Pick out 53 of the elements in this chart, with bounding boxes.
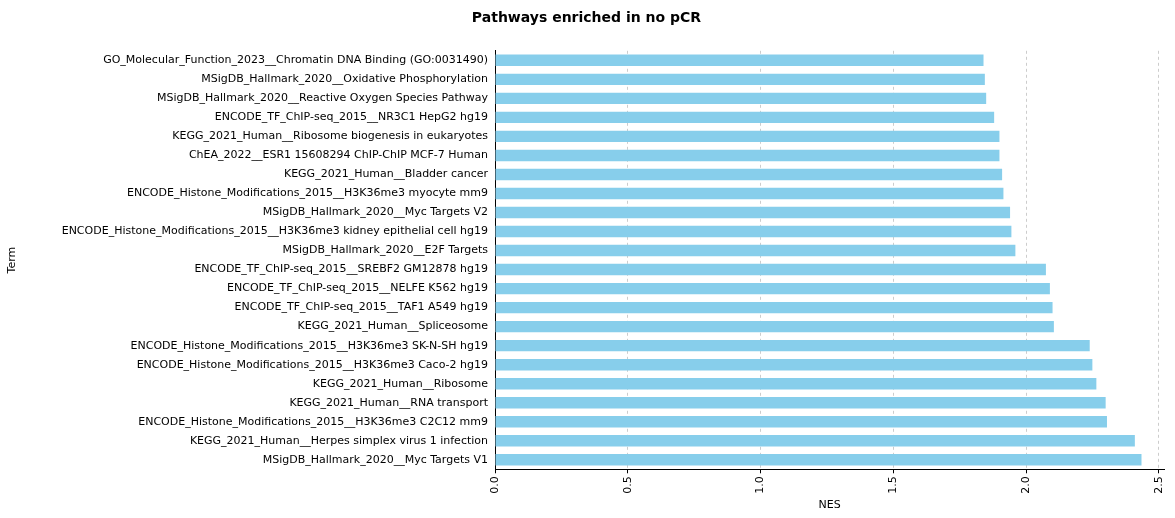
y-tick-label: ENCODE_Histone_Modifications_2015__H3K36me3 C2C12 mm9 [138,414,488,428]
x-tick-label: 0.5 [620,476,634,494]
bar [495,111,995,124]
bar [495,225,1012,238]
chart-title: Pathways enriched in no pCR [471,9,702,26]
bar [495,358,1093,371]
bar [495,168,1003,181]
x-tick-label: 0.0 [487,476,501,494]
y-tick-label: ENCODE_TF_ChIP-seq_2015__TAF1 A549 hg19 [234,300,488,314]
bar [495,130,1000,143]
y-tick-label: MSigDB_Hallmark_2020__Myc Targets V2 [262,205,488,219]
y-axis-title: Term [5,246,19,275]
y-tick-label: KEGG_2021_Human__Ribosome [312,376,489,390]
bar [495,54,984,67]
bar [495,149,1000,162]
bar [495,244,1016,257]
x-tick-label: 2.0 [1018,476,1032,494]
y-tick-label: MSigDB_Hallmark_2020__E2F Targets [282,243,489,257]
bar [495,282,1050,295]
x-tick-label: 1.0 [753,476,767,494]
y-tick-label: KEGG_2021_Human__Bladder cancer [283,167,489,181]
y-tick-label: KEGG_2021_Human__Herpes simplex virus 1 infection [189,433,489,447]
bar [495,92,987,105]
y-tick-label: ENCODE_TF_ChIP-seq_2015__NR3C1 HepG2 hg19 [214,110,488,124]
y-tick-label: ENCODE_Histone_Modifications_2015__H3K36me3 kidney epithelial cell hg19 [61,224,488,238]
y-tick-label: ENCODE_TF_ChIP-seq_2015__SREBF2 GM12878 hg19 [194,262,488,276]
y-tick-label: MSigDB_Hallmark_2020__Oxidative Phosphorylation [201,72,489,86]
bar [495,416,1107,428]
y-tick-label: ChEA_2022__ESR1 15608294 ChIP-ChIP MCF-7 Human [188,148,489,162]
bar [495,397,1106,409]
bar [495,263,1046,276]
bar [495,320,1054,333]
bar [495,378,1097,390]
bar [495,339,1090,352]
y-tick-label: ENCODE_Histone_Modifications_2015__H3K36me3 myocyte mm9 [126,186,488,200]
bar [495,187,1004,200]
y-tick-label: ENCODE_TF_ChIP-seq_2015__NELFE K562 hg19 [227,281,488,295]
y-tick-label: KEGG_2021_Human__Ribosome biogenesis in eukaryotes [172,129,489,143]
bar [495,206,1011,219]
bar [495,73,985,86]
y-tick-label: ENCODE_Histone_Modifications_2015__H3K36me3 Caco-2 hg19 [136,357,488,371]
y-tick-label: MSigDB_Hallmark_2020__Myc Targets V1 [262,452,488,466]
x-tick-label: 2.5 [1151,476,1165,494]
y-tick-label: KEGG_2021_Human__RNA transport [289,395,489,409]
y-tick-label: KEGG_2021_Human__Spliceosome [297,319,489,333]
y-tick-label: GO_Molecular_Function_2023__Chromatin DNA Binding (GO:0031490) [103,53,488,67]
x-axis-title: NES [818,498,841,512]
x-tick-label: 1.5 [886,476,900,494]
y-tick-label: ENCODE_Histone_Modifications_2015__H3K36me3 SK-N-SH hg19 [130,338,488,352]
y-tick-label: MSigDB_Hallmark_2020__Reactive Oxygen Species Pathway [157,91,489,105]
bar [495,454,1142,466]
bar [495,301,1053,314]
bar [495,435,1135,447]
